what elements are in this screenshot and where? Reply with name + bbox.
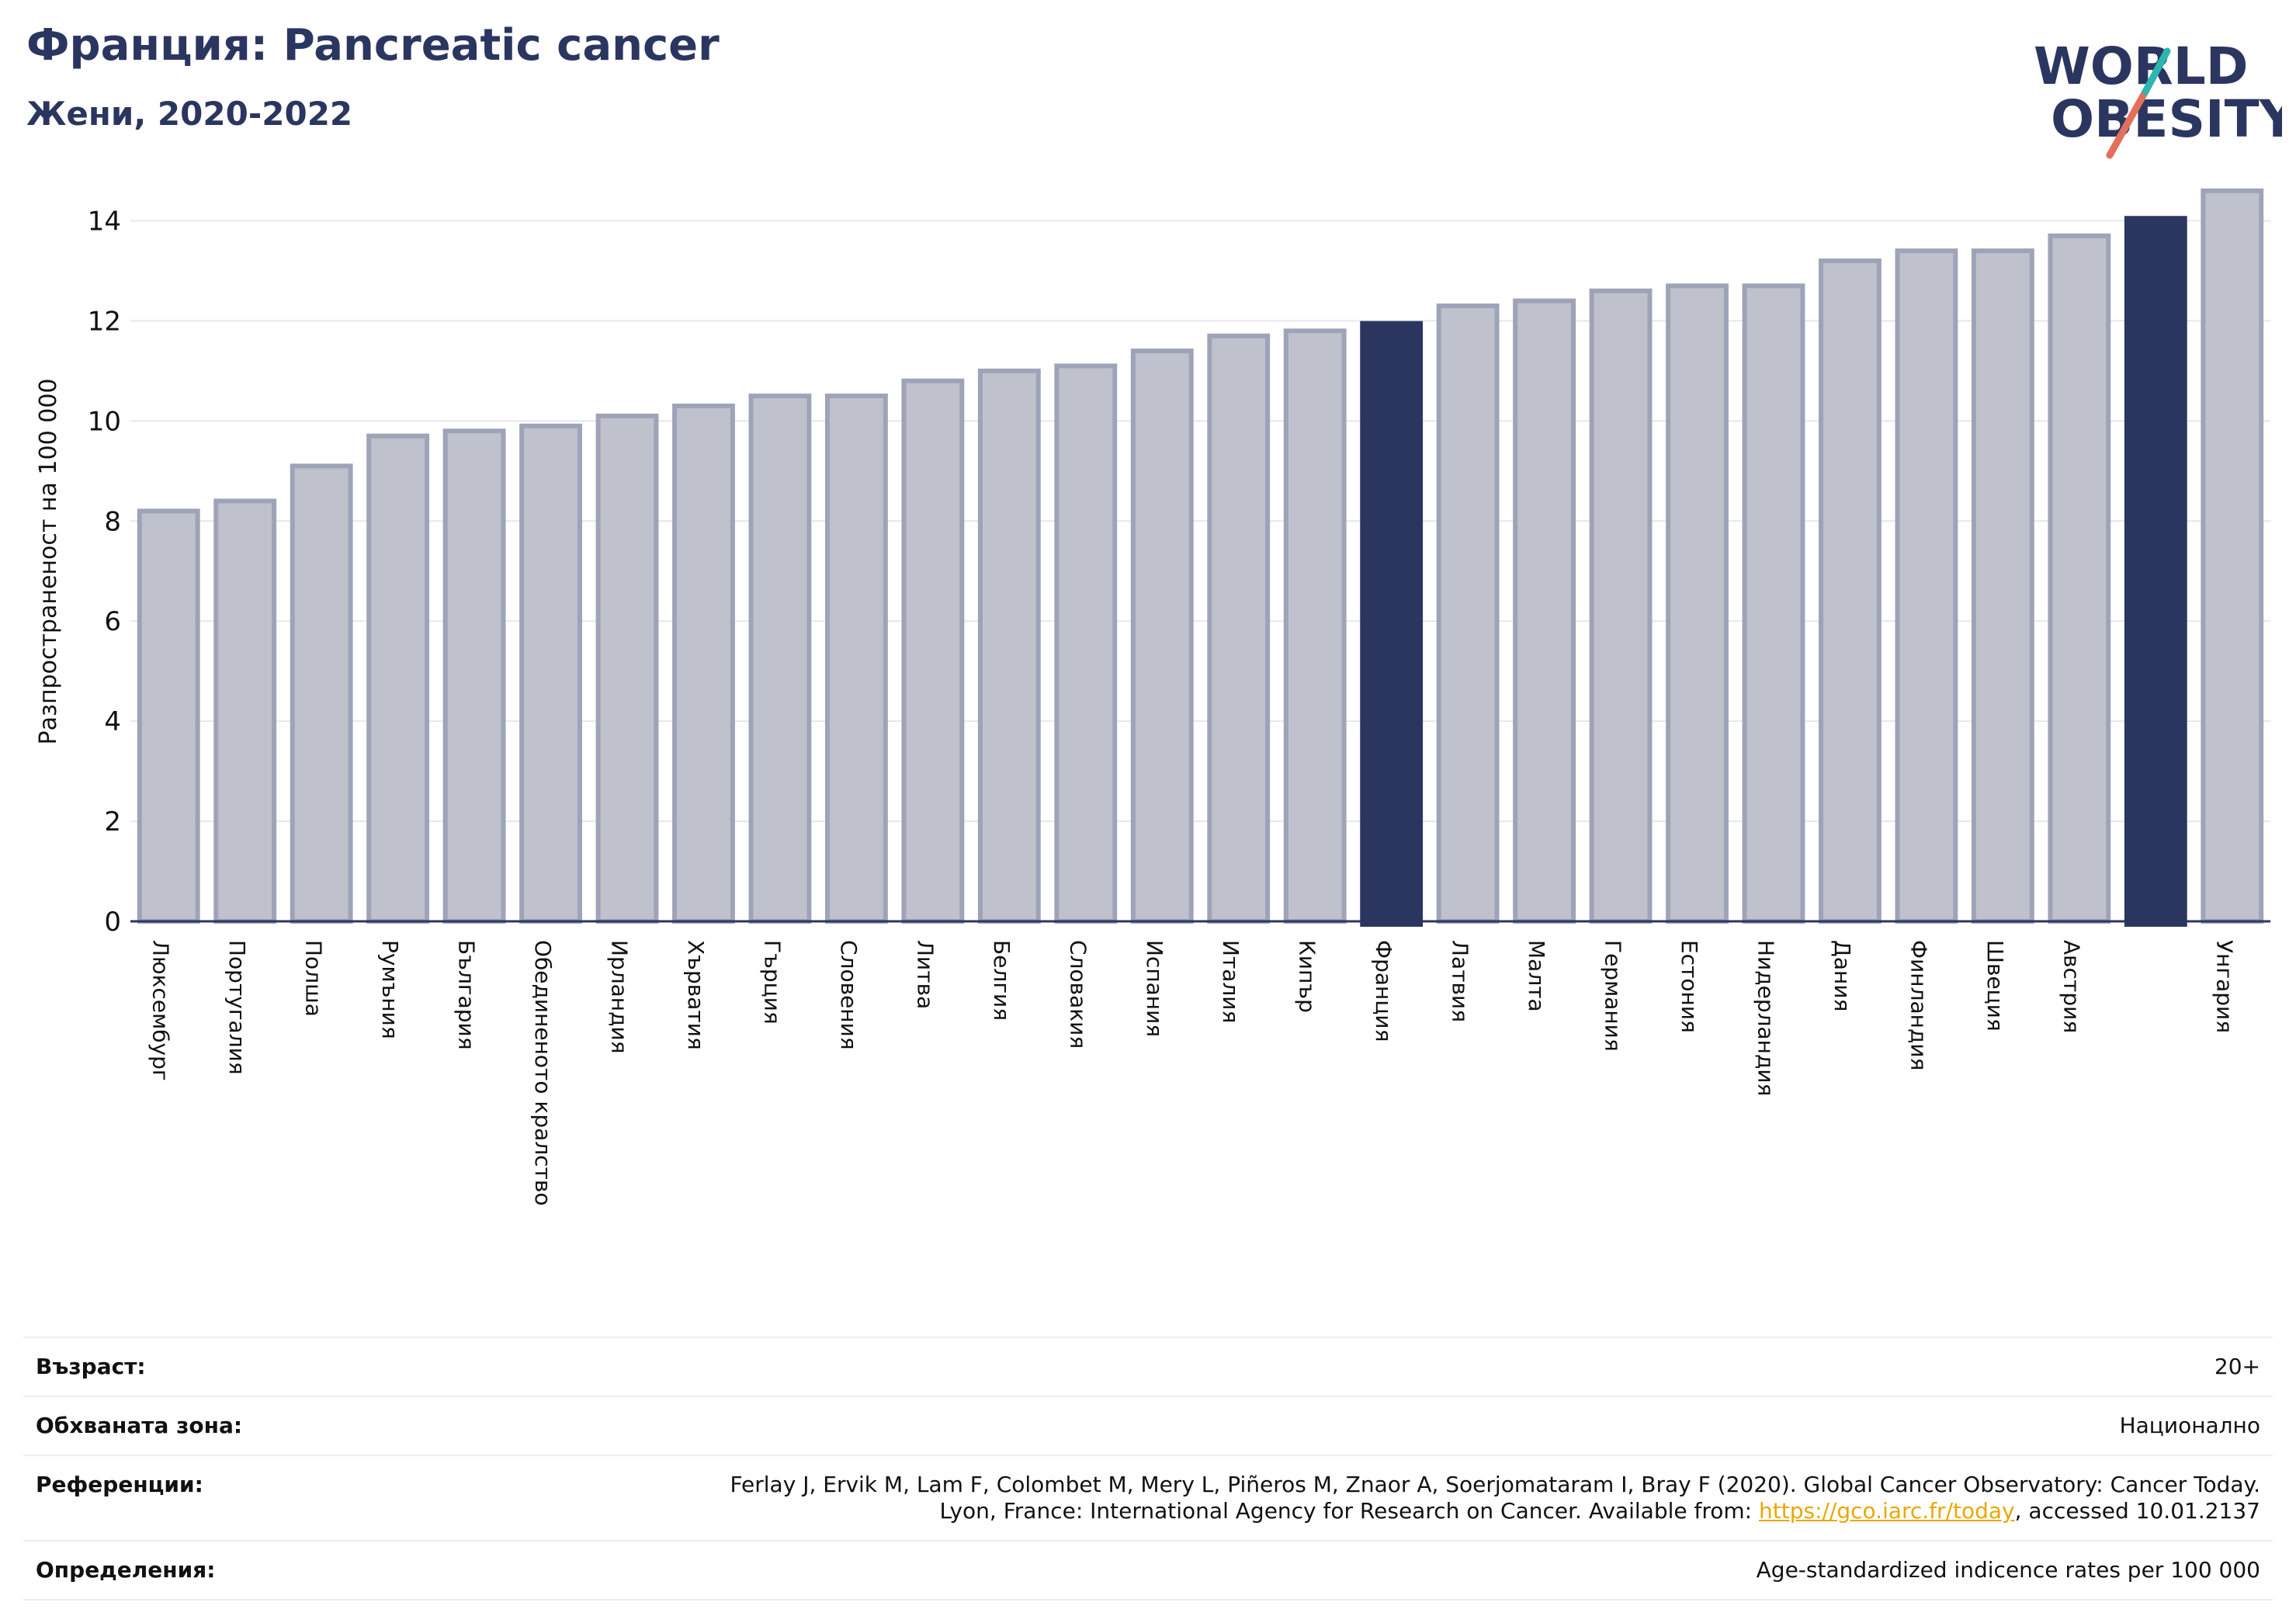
bar	[366, 433, 430, 924]
x-tick-label: Ирландия	[607, 940, 633, 1053]
x-tick-label: Португалия	[224, 940, 250, 1075]
bar	[901, 378, 965, 924]
x-tick-label: България	[454, 940, 480, 1050]
x-tick-label: Малта	[1524, 940, 1549, 1012]
y-tick-label: 10	[88, 406, 121, 437]
meta-label: Определения:	[36, 1557, 216, 1583]
x-tick-label: Франция	[1371, 940, 1396, 1042]
y-tick-label: 4	[104, 706, 121, 737]
bar	[748, 394, 812, 924]
x-tick-label: Естония	[1677, 940, 1702, 1033]
y-tick-label: 8	[104, 506, 121, 537]
chart-subtitle: Жени, 2020-2022	[26, 95, 353, 133]
bar	[1130, 349, 1194, 924]
bar	[213, 498, 277, 924]
x-tick-label: Кипър	[1295, 940, 1320, 1013]
x-tick-label: Полша	[301, 940, 327, 1017]
bar	[1895, 248, 1958, 924]
bar	[442, 428, 506, 924]
x-tick-label: Словакия	[1065, 940, 1091, 1049]
y-tick-label: 6	[104, 606, 121, 637]
reference-line2-pre: Lyon, France: International Agency for R…	[939, 1498, 1759, 1524]
bar	[1513, 298, 1576, 924]
world-obesity-logo: WORLD OBESITY	[2034, 36, 2282, 159]
meta-row-references: Референции: Ferlay J, Ervik M, Lam F, Co…	[23, 1455, 2273, 1540]
meta-row-coverage: Обхваната зона: Национално	[23, 1396, 2273, 1455]
meta-label: Референции:	[36, 1472, 203, 1497]
bar	[1589, 288, 1653, 924]
bar	[290, 463, 353, 924]
x-tick-label: Испания	[1142, 940, 1167, 1037]
y-tick-label: 14	[88, 206, 121, 237]
logo-slash-coral	[2106, 88, 2149, 159]
bar	[519, 423, 582, 924]
x-tick-label: Италия	[1218, 940, 1243, 1023]
x-tick-label: Унгария	[2211, 940, 2237, 1033]
y-axis-ticks: 0 2 4 6 8 10 12 14	[88, 206, 121, 938]
bar-chart: 0 2 4 6 8 10 12 14 Люксембург Португалия Полша Рум…	[35, 188, 2270, 1205]
chart-title: Франция: Pancreatic cancer	[26, 20, 720, 71]
x-axis-labels: Люксембург Португалия Полша Румъния България…	[148, 940, 2238, 1205]
meta-label: Възраст:	[36, 1354, 146, 1379]
bar	[1360, 321, 1424, 927]
reference-line2-post: , accessed 10.01.2137	[2014, 1498, 2260, 1524]
x-tick-label: Латвия	[1448, 940, 1473, 1022]
y-tick-label: 12	[88, 306, 121, 337]
x-tick-label: Словения	[836, 940, 862, 1050]
bar	[1742, 283, 1805, 924]
bar	[1819, 258, 1882, 924]
bar	[2048, 233, 2111, 924]
x-tick-label: Люксембург	[148, 940, 174, 1081]
bar	[2201, 188, 2264, 924]
meta-label: Обхваната зона:	[36, 1413, 243, 1438]
bar	[1436, 303, 1500, 924]
x-tick-label: Дания	[1830, 940, 1855, 1011]
x-tick-label: Финландия	[1906, 940, 1931, 1070]
metadata-table: Възраст: 20+ Обхваната зона: Национално …	[23, 1337, 2273, 1600]
bar	[672, 403, 735, 924]
bar	[595, 413, 659, 924]
bar	[137, 508, 200, 924]
reference-line1: Ferlay J, Ervik M, Lam F, Colombet M, Me…	[730, 1472, 2260, 1497]
bar	[1054, 363, 1118, 924]
x-tick-label: Белгия	[989, 940, 1014, 1021]
x-tick-label: Хърватия	[683, 940, 709, 1050]
bar	[2124, 216, 2187, 927]
bar	[1207, 333, 1271, 924]
bar	[1971, 248, 2034, 924]
reference-link[interactable]: https://gco.iarc.fr/today	[1759, 1498, 2015, 1524]
x-tick-label: Нидерландия	[1753, 940, 1778, 1096]
meta-row-definitions: Определения: Age-standardized indicence …	[23, 1540, 2273, 1600]
meta-value: 20+	[2214, 1354, 2260, 1379]
x-tick-label: Швеция	[1982, 940, 2008, 1032]
x-tick-label: Гърция	[759, 940, 785, 1025]
bar	[824, 394, 888, 924]
x-tick-label: Австрия	[2058, 940, 2084, 1033]
y-axis-label: Разпространеност на 100 000	[35, 379, 62, 745]
x-tick-label: Румъния	[377, 940, 403, 1039]
y-tick-label: 2	[104, 806, 121, 838]
x-tick-label: Литва	[912, 940, 938, 1009]
x-tick-label: Обединеното кралство	[530, 940, 556, 1205]
meta-value: Age-standardized indicence rates per 100…	[1756, 1557, 2260, 1583]
meta-value: Ferlay J, Ervik M, Lam F, Colombet M, Me…	[730, 1472, 2260, 1524]
meta-value: Национално	[2119, 1413, 2260, 1438]
x-tick-label: Германия	[1601, 940, 1626, 1052]
logo-line2: OBESITY	[2051, 89, 2282, 149]
meta-row-age: Възраст: 20+	[23, 1337, 2273, 1396]
logo-slash-teal	[2142, 47, 2171, 95]
y-tick-label: 0	[104, 907, 121, 938]
bar	[1283, 328, 1347, 924]
logo-line1: WORLD	[2034, 36, 2249, 96]
bar	[1666, 283, 1729, 924]
bar	[977, 368, 1041, 924]
bars	[137, 188, 2264, 927]
